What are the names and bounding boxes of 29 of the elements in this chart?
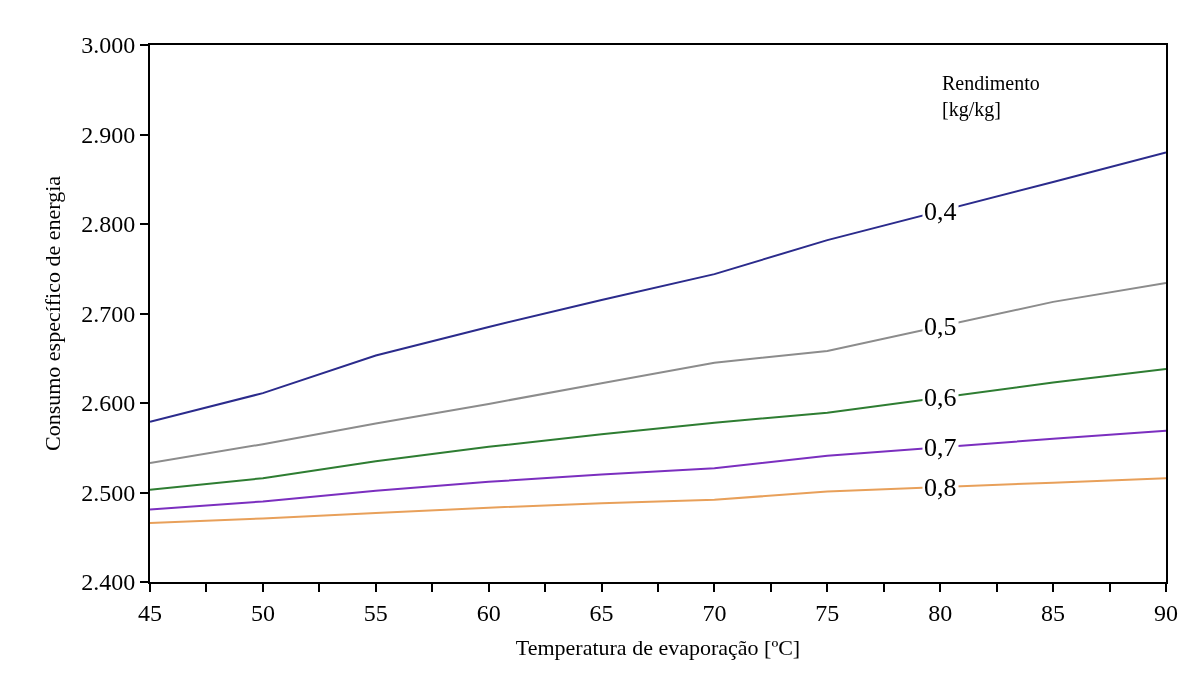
x-tick-label: 75 — [815, 599, 840, 626]
y-tick-label: 2.800 — [81, 211, 136, 238]
y-tick-label: 2.700 — [81, 300, 136, 327]
y-axis-title: Consumo específico de energia — [39, 175, 65, 452]
line-series — [150, 429, 1166, 511]
x-axis-title: Temperatura de evaporação [ºC] — [515, 635, 801, 661]
y-tick-label: 2.500 — [81, 479, 136, 506]
x-tick-label: 80 — [928, 599, 953, 626]
line-series — [150, 151, 1166, 423]
y-tick-label: 3.000 — [81, 32, 136, 59]
y-tick-label: 2.600 — [81, 390, 136, 417]
y-tick-label: 2.400 — [81, 569, 136, 596]
x-tick-label: 90 — [1154, 599, 1178, 626]
series-label: 0,4 — [924, 197, 957, 226]
series-label: 0,5 — [924, 312, 957, 341]
x-tick-label: 45 — [138, 599, 162, 626]
legend-title: Rendimento [kg/kg] — [942, 72, 1040, 121]
y-tick-label: 2.900 — [81, 121, 136, 148]
x-tick-label: 85 — [1041, 599, 1066, 626]
x-tick-label: 60 — [476, 599, 501, 626]
series-label: 0,6 — [924, 383, 957, 412]
x-tick-label: 70 — [702, 599, 727, 626]
x-tick-label: 65 — [589, 599, 614, 626]
line-series — [150, 282, 1166, 464]
series-label: 0,8 — [924, 473, 957, 502]
series-label: 0,7 — [924, 433, 957, 462]
x-tick-label: 50 — [250, 599, 275, 626]
x-tick-label: 55 — [363, 599, 388, 626]
line-series — [150, 477, 1166, 524]
